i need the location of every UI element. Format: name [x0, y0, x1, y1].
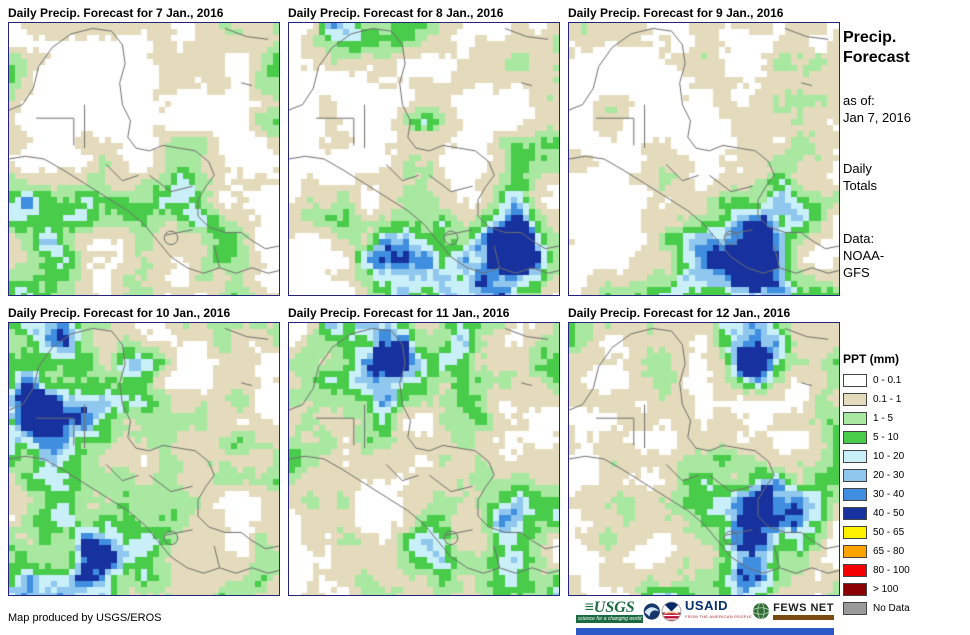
usgs-logo: ≡USGS science for a changing world — [576, 598, 644, 623]
data-source-block: Data: NOAA- GFS — [843, 230, 884, 281]
noaa-logo-icon — [644, 602, 661, 620]
legend-row: > 100 — [843, 580, 910, 599]
totals-block: Daily Totals — [843, 160, 877, 194]
legend-swatch — [843, 412, 867, 425]
page-title-line1: Precip. — [843, 29, 897, 46]
footer-blue-bar — [576, 628, 834, 635]
legend-label: 65 - 80 — [873, 546, 905, 557]
legend-row: 40 - 50 — [843, 504, 910, 523]
totals-line1: Daily — [843, 161, 872, 176]
panel-title: Daily Precip. Forecast for 9 Jan., 2016 — [568, 6, 784, 20]
legend-row: 50 - 65 — [843, 523, 910, 542]
legend-swatch — [843, 488, 867, 501]
precip-map — [8, 322, 280, 596]
legend-row: 65 - 80 — [843, 542, 910, 561]
legend-row: 5 - 10 — [843, 428, 910, 447]
legend-swatch — [843, 450, 867, 463]
legend-label: 40 - 50 — [873, 508, 905, 519]
logo-strip: ≡USGS science for a changing world — [576, 597, 834, 625]
as-of-value: Jan 7, 2016 — [843, 110, 911, 125]
page-title-line2: Forecast — [843, 49, 910, 66]
as-of-label: as of: — [843, 93, 875, 108]
legend-row: 0 - 0.1 — [843, 371, 910, 390]
fewsnet-logo: FEWS NET — [752, 602, 834, 620]
legend-swatch — [843, 545, 867, 558]
legend-swatch — [843, 469, 867, 482]
map-credit: Map produced by USGS/EROS — [8, 612, 162, 624]
legend-swatch — [843, 526, 867, 539]
legend-swatch — [843, 583, 867, 596]
panel-title: Daily Precip. Forecast for 12 Jan., 2016 — [568, 306, 791, 320]
fewsnet-banner — [773, 615, 834, 620]
legend-swatch — [843, 564, 867, 577]
legend-row: 80 - 100 — [843, 561, 910, 580]
legend-swatch — [843, 602, 867, 615]
legend-label: 20 - 30 — [873, 470, 905, 481]
fewsnet-logo-text: FEWS NET — [773, 602, 834, 614]
legend-row: No Data — [843, 599, 910, 618]
legend-row: 30 - 40 — [843, 485, 910, 504]
fewsnet-globe-icon — [752, 602, 770, 620]
usaid-tagline: FROM THE AMERICAN PEOPLE — [685, 614, 753, 619]
usaid-logo: USAID FROM THE AMERICAN PEOPLE — [661, 598, 753, 622]
data-source-label: Data: — [843, 231, 875, 246]
legend-swatch — [843, 374, 867, 387]
legend-label: 0.1 - 1 — [873, 394, 902, 405]
legend-label: 1 - 5 — [873, 413, 894, 424]
totals-line2: Totals — [843, 178, 877, 193]
usgs-tagline: science for a changing world — [576, 614, 644, 623]
legend-swatch — [843, 431, 867, 444]
panel-title: Daily Precip. Forecast for 11 Jan., 2016 — [288, 306, 510, 320]
legend-row: 20 - 30 — [843, 466, 910, 485]
legend-row: 10 - 20 — [843, 447, 910, 466]
legend-row: 1 - 5 — [843, 409, 910, 428]
precip-map — [288, 22, 560, 296]
as-of-block: as of: Jan 7, 2016 — [843, 92, 911, 126]
precip-map — [568, 22, 840, 296]
legend-label: No Data — [873, 603, 910, 614]
legend-label: 50 - 65 — [873, 527, 905, 538]
legend-label: > 100 — [873, 584, 899, 595]
legend-entries: 0 - 0.1 0.1 - 1 1 - 5 5 - 10 10 - 20 20 - 30 3… — [843, 371, 910, 618]
usaid-logo-text: USAID — [685, 598, 728, 613]
precip-map — [288, 322, 560, 596]
legend: PPT (mm) 0 - 0.1 0.1 - 1 1 - 5 5 - 10 10 - 2… — [843, 352, 910, 618]
usgs-logo-text: ≡USGS — [584, 598, 635, 616]
usaid-seal-icon — [661, 601, 682, 621]
panel-title: Daily Precip. Forecast for 7 Jan., 2016 — [8, 6, 224, 20]
page-title: Precip. Forecast — [843, 28, 910, 68]
precip-map — [8, 22, 280, 296]
sidebar: Precip. Forecast as of: Jan 7, 2016 Dail… — [843, 0, 968, 635]
legend-row: 0.1 - 1 — [843, 390, 910, 409]
data-source-value1: NOAA- — [843, 248, 885, 263]
legend-label: 30 - 40 — [873, 489, 905, 500]
legend-label: 10 - 20 — [873, 451, 905, 462]
legend-swatch — [843, 393, 867, 406]
panel-title: Daily Precip. Forecast for 10 Jan., 2016 — [8, 306, 231, 320]
precip-map — [568, 322, 840, 596]
legend-label: 0 - 0.1 — [873, 375, 902, 386]
legend-label: 5 - 10 — [873, 432, 899, 443]
legend-title: PPT (mm) — [843, 352, 900, 366]
panel-title: Daily Precip. Forecast for 8 Jan., 2016 — [288, 6, 504, 20]
data-source-value2: GFS — [843, 265, 870, 280]
legend-label: 80 - 100 — [873, 565, 910, 576]
legend-swatch — [843, 507, 867, 520]
